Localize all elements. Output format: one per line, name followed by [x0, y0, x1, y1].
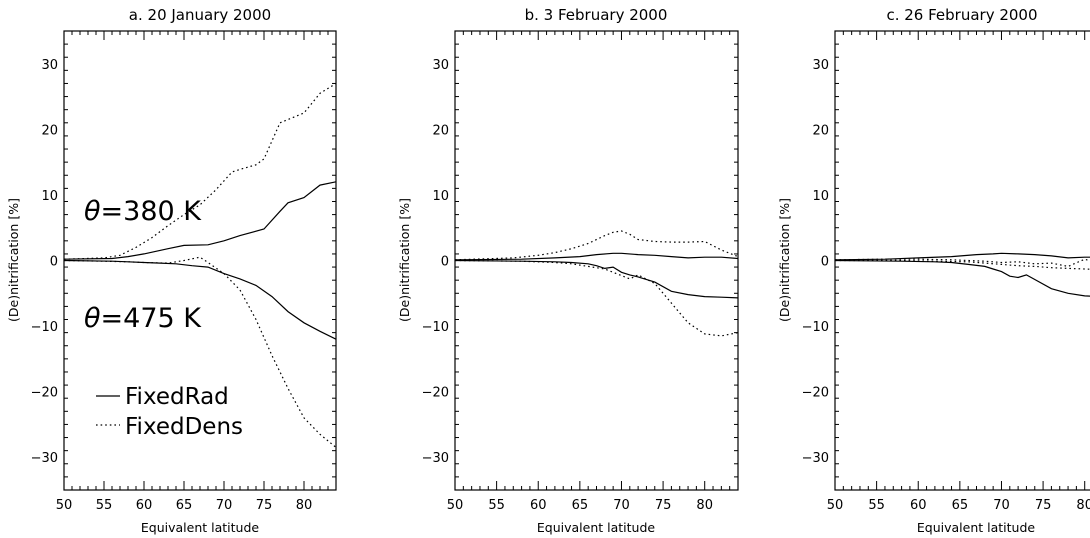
panel-b-ytick-label: −10	[422, 320, 449, 335]
panel-c-series-group	[835, 252, 1090, 297]
panel-a-ytick-label: 0	[50, 255, 58, 270]
panel-c-ytick-label: 30	[812, 58, 829, 73]
panel-b-series-group	[455, 230, 738, 337]
panel-a-series-group	[64, 82, 336, 448]
panel-b-ytick-label: −20	[422, 386, 449, 401]
panel-b-ytick-label: 30	[432, 58, 449, 73]
panel-c: c. 26 February 2000 Equivalent latitude …	[777, 6, 1090, 535]
panel-c-xtick-label: 80	[1076, 498, 1090, 513]
panel-a-xtick-label: 70	[216, 498, 233, 513]
panel-c-series-solid-line	[835, 252, 1090, 261]
panel-c-ytick-label: −10	[802, 320, 829, 335]
panel-a-xtick-label: 50	[56, 498, 73, 513]
panel-a-series-solid-line	[64, 259, 336, 340]
panel-c-title: c. 26 February 2000	[886, 6, 1037, 24]
panel-a-xtick-label: 75	[256, 498, 273, 513]
panel-c-ytick-label: −30	[802, 451, 829, 466]
panel-b-series-solid-line	[455, 252, 738, 261]
panel-b-ytick-label: 0	[441, 255, 449, 270]
annotation-475-text: =475 K	[101, 303, 203, 334]
panel-b: b. 3 February 2000 Equivalent latitude (…	[397, 6, 739, 535]
panel-b-xtick-label: 70	[613, 498, 630, 513]
panel-a-title: a. 20 January 2000	[129, 6, 271, 24]
panel-b-xtick-label: 55	[488, 498, 505, 513]
annotation-380-text: =380 K	[101, 196, 203, 227]
panel-b-xtick-label: 75	[655, 498, 672, 513]
panel-a-ytick-label: 30	[41, 58, 58, 73]
panel-b-ytick-label: 10	[432, 189, 449, 204]
panel-a-ytick-label: 20	[41, 123, 58, 138]
panel-a: a. 20 January 2000 Equivalent latitude (…	[6, 6, 337, 535]
panel-b-xtick-label: 50	[447, 498, 464, 513]
panel-a-annotation-380: θ=380 K	[84, 196, 202, 227]
theta-symbol: θ	[84, 196, 101, 227]
panel-b-xtick-label: 80	[696, 498, 713, 513]
panel-a-ytick-label: −20	[31, 386, 58, 401]
panel-a-ytick-label: −10	[31, 320, 58, 335]
legend-fixedrad-label: FixedRad	[125, 384, 229, 410]
panel-c-ytick-label: 20	[812, 123, 829, 138]
panel-b-xtick-label: 60	[530, 498, 547, 513]
panel-a-series-solid-line	[64, 181, 336, 260]
panel-c-xtick-label: 60	[910, 498, 927, 513]
theta-symbol: θ	[84, 303, 101, 334]
panel-a-series-dotted-line	[64, 82, 336, 260]
panel-a-ylabel: (De)nitrification [%]	[6, 198, 21, 322]
panel-c-ytick-label: −20	[802, 386, 829, 401]
panel-a-xtick-label: 65	[176, 498, 193, 513]
panel-c-xtick-label: 65	[952, 498, 969, 513]
panel-c-xlabel: Equivalent latitude	[917, 520, 1036, 535]
panel-a-ytick-label: −30	[31, 451, 58, 466]
panel-a-annotation-475: θ=475 K	[84, 303, 202, 334]
panel-c-ytick-label: 10	[812, 189, 829, 204]
panel-a-xtick-label: 55	[96, 498, 113, 513]
panel-c-series-dotted-line	[835, 259, 1090, 270]
panel-c-series-solid-line	[835, 259, 1090, 297]
panel-c-series-dotted-line	[835, 258, 1090, 268]
panel-a-xtick-label: 60	[136, 498, 153, 513]
panel-a-xtick-label: 80	[296, 498, 313, 513]
panel-a-xlabel: Equivalent latitude	[141, 520, 260, 535]
panel-b-ylabel: (De)nitrification [%]	[397, 198, 412, 322]
legend-fixeddens-label: FixedDens	[125, 414, 243, 440]
panel-b-xlabel: Equivalent latitude	[537, 520, 656, 535]
panel-c-xtick-label: 55	[868, 498, 885, 513]
panel-c-xtick-label: 70	[993, 498, 1010, 513]
panel-c-xtick-label: 50	[827, 498, 844, 513]
panel-b-ytick-label: 20	[432, 123, 449, 138]
panel-b-series-dotted-line	[455, 259, 738, 337]
panel-c-xtick-label: 75	[1035, 498, 1052, 513]
panel-b-title: b. 3 February 2000	[525, 6, 668, 24]
panel-b-xtick-label: 65	[572, 498, 589, 513]
panel-c-ylabel: (De)nitrification [%]	[777, 198, 792, 322]
panel-a-ytick-label: 10	[41, 189, 58, 204]
panel-b-ytick-label: −30	[422, 451, 449, 466]
panel-b-series-dotted-line	[455, 230, 738, 261]
panel-b-series-solid-line	[455, 259, 738, 299]
panel-c-ytick-label: 0	[821, 255, 829, 270]
